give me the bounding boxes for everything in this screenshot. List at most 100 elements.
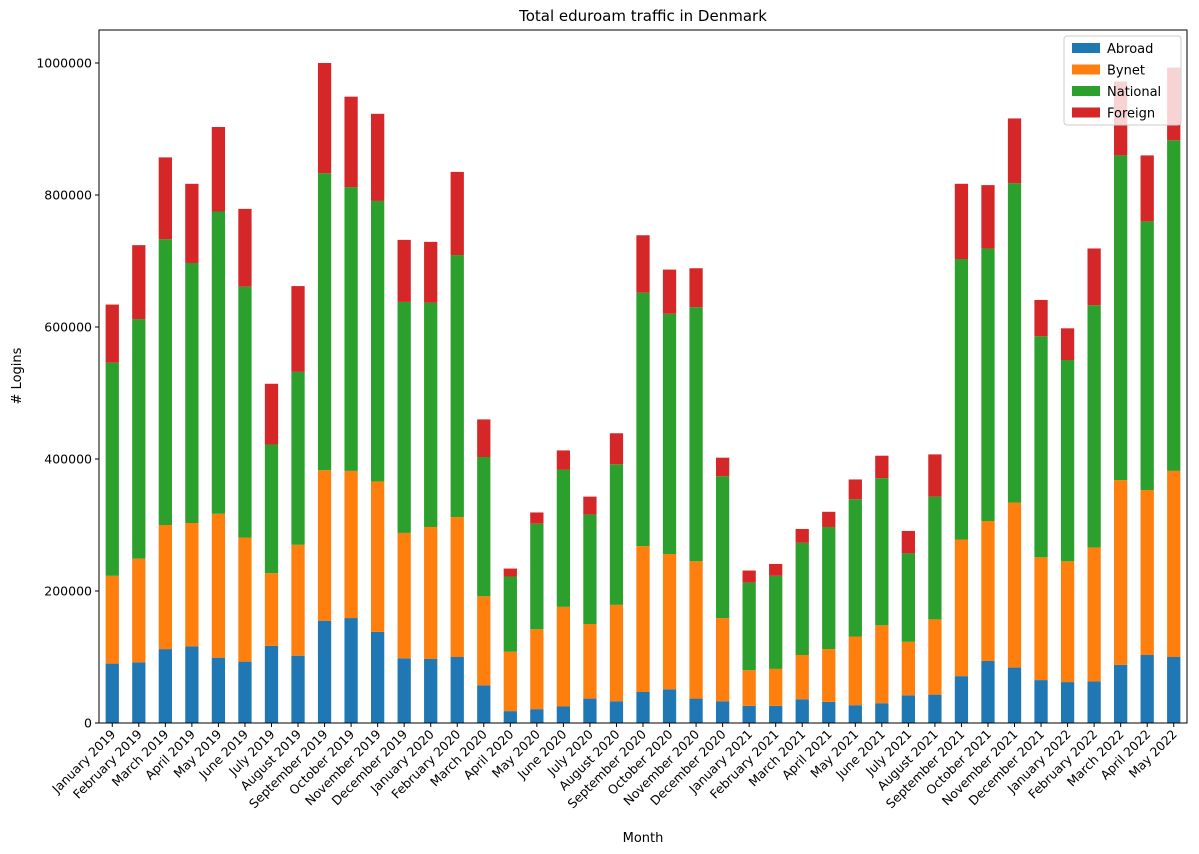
bar-foreign-29 [875,455,889,479]
bar-foreign-7 [291,286,305,372]
bar-abroad-31 [928,694,942,723]
bar-abroad-4 [211,657,226,723]
bar-foreign-28 [848,479,862,500]
bar-foreign-1 [132,245,146,320]
bar-national-26 [795,542,809,656]
bar-abroad-21 [662,689,677,723]
bar-bynet-3 [185,523,199,647]
bar-abroad-7 [291,655,305,723]
bar-abroad-27 [822,701,836,723]
bar-foreign-24 [742,570,756,583]
bar-bynet-4 [211,513,226,658]
bar-abroad-17 [556,706,571,723]
bar-national-40 [1167,140,1181,471]
bar-foreign-30 [901,530,915,554]
bar-abroad-32 [954,676,969,723]
bar-foreign-22 [689,268,703,308]
bar-national-4 [211,211,226,514]
bar-foreign-17 [556,450,571,470]
bar-abroad-0 [105,663,119,723]
bar-foreign-9 [344,96,358,188]
bar-national-18 [583,514,597,624]
y-axis-title: # Logins [10,347,25,404]
bar-stack-group [105,63,1181,723]
legend-label-bynet: Bynet [1107,64,1145,79]
bar-national-7 [291,371,305,545]
bar-foreign-37 [1087,248,1101,306]
bar-bynet-39 [1140,490,1154,656]
bar-foreign-36 [1060,328,1075,360]
bar-bynet-37 [1087,547,1101,682]
bar-national-23 [715,476,730,619]
bar-bynet-26 [795,655,809,700]
bar-national-31 [928,496,942,620]
legend-swatch-bynet [1072,64,1100,75]
bar-national-21 [662,313,677,555]
bar-abroad-29 [875,703,889,723]
bar-abroad-22 [689,698,703,723]
bar-bynet-29 [875,625,889,704]
bar-foreign-21 [662,269,677,314]
bar-abroad-38 [1114,664,1128,723]
bar-foreign-31 [928,454,942,497]
bar-bynet-33 [981,521,995,661]
bar-foreign-5 [238,208,252,287]
x-axis-title: Month [623,831,664,846]
bar-national-12 [424,302,438,527]
bar-bynet-24 [742,670,756,706]
bar-bynet-13 [450,517,464,657]
bar-bynet-30 [901,641,915,696]
bar-abroad-10 [371,631,385,723]
bar-national-22 [689,307,703,562]
bar-bynet-25 [769,668,783,706]
bar-bynet-8 [317,470,332,621]
y-tick-label: 0 [84,716,92,731]
bar-bynet-22 [689,561,703,699]
bar-bynet-40 [1167,470,1181,657]
bar-bynet-20 [636,546,650,692]
bar-national-8 [317,173,332,471]
bar-foreign-39 [1140,155,1154,222]
bar-national-29 [875,478,889,626]
bar-abroad-1 [132,662,146,723]
bar-abroad-39 [1140,655,1154,723]
legend-label-abroad: Abroad [1107,42,1153,57]
bar-bynet-14 [477,596,491,686]
bar-foreign-20 [636,235,650,293]
bar-foreign-34 [1007,118,1022,184]
bar-national-33 [981,248,995,522]
bar-abroad-18 [583,698,597,723]
bar-abroad-26 [795,699,809,723]
bar-abroad-33 [981,660,995,723]
bar-foreign-23 [715,457,730,477]
bar-foreign-32 [954,183,969,260]
bar-foreign-4 [211,127,226,212]
bar-abroad-37 [1087,681,1101,723]
bar-bynet-35 [1034,557,1048,681]
bar-bynet-28 [848,636,862,706]
bar-abroad-35 [1034,680,1048,723]
bar-bynet-19 [609,604,624,702]
bar-foreign-26 [795,528,809,543]
legend-swatch-abroad [1072,43,1100,53]
bar-foreign-25 [769,563,783,576]
bar-bynet-21 [662,554,677,690]
bar-national-15 [503,576,517,652]
legend-frame [1063,35,1182,126]
bar-abroad-36 [1060,682,1075,723]
bar-abroad-5 [238,661,252,723]
bar-abroad-16 [530,709,544,723]
legend-label-national: National [1107,85,1161,100]
bar-abroad-19 [609,701,624,723]
legend-label-foreign: Foreign [1107,107,1155,122]
bar-national-34 [1007,183,1022,503]
bar-national-28 [848,499,862,637]
bar-national-17 [556,469,571,607]
bar-abroad-8 [317,620,332,723]
legend-swatch-foreign [1072,107,1100,118]
bar-national-35 [1034,336,1048,558]
bar-abroad-2 [158,649,172,723]
bar-abroad-9 [344,618,358,723]
